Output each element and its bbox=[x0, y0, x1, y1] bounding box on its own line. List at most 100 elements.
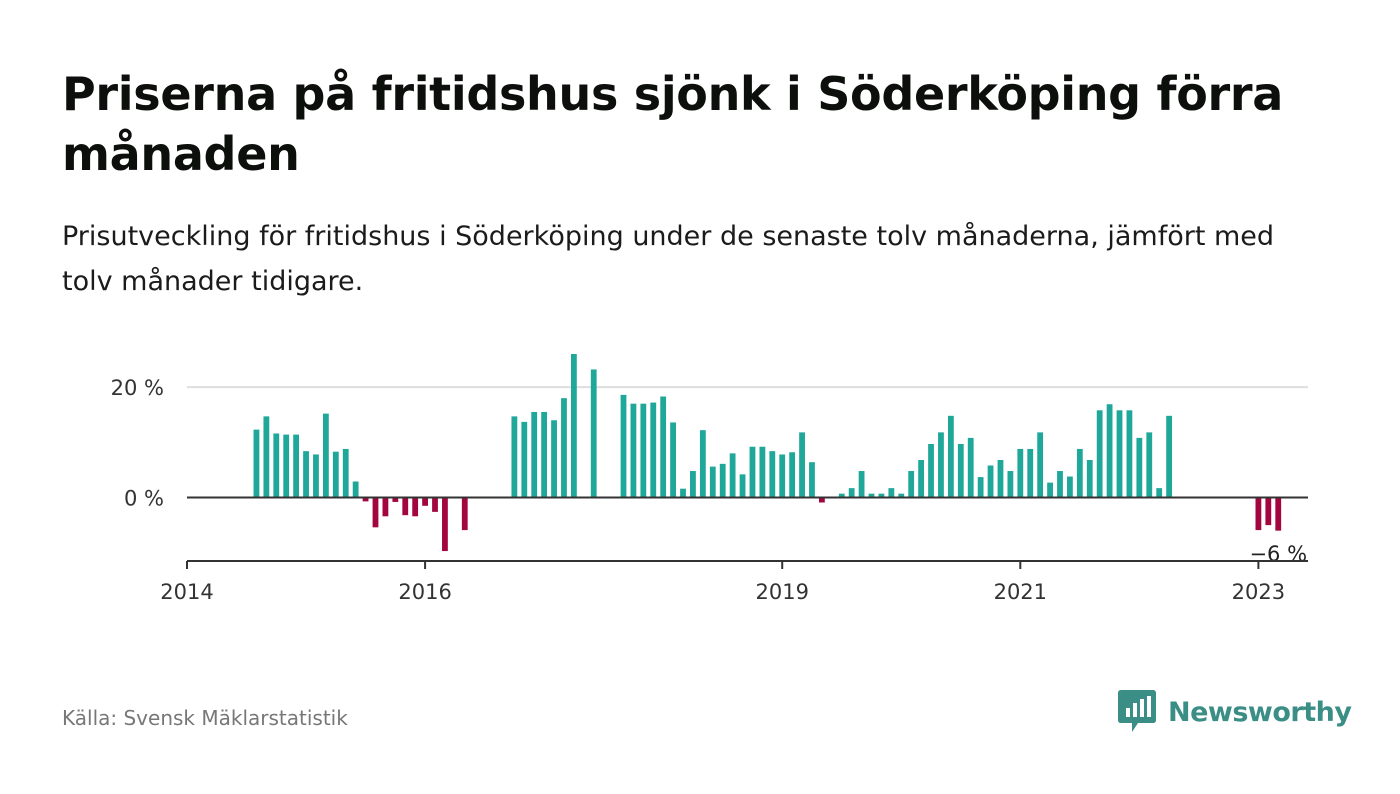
x-tick-label: 2014 bbox=[160, 580, 213, 604]
bar bbox=[511, 416, 518, 498]
bar bbox=[620, 394, 627, 498]
bar bbox=[947, 415, 954, 498]
bar bbox=[997, 459, 1004, 498]
chart-subtitle: Prisutveckling för fritidshus i Söderköp… bbox=[62, 221, 1275, 297]
bar bbox=[799, 432, 805, 498]
bar bbox=[967, 437, 974, 498]
bar bbox=[412, 497, 419, 517]
bar bbox=[868, 493, 875, 498]
bar bbox=[819, 497, 825, 503]
bar bbox=[1007, 471, 1014, 498]
bar bbox=[1166, 415, 1173, 498]
bar bbox=[928, 443, 934, 498]
bar bbox=[918, 459, 925, 498]
bar bbox=[729, 453, 736, 498]
source-note: Källa: Svensk Mäklarstatistik bbox=[62, 706, 348, 730]
bar bbox=[779, 454, 786, 498]
bar bbox=[352, 481, 359, 498]
bar bbox=[1086, 459, 1093, 498]
x-tick-label: 2023 bbox=[1232, 580, 1285, 604]
bar bbox=[372, 497, 379, 528]
brand-logo: Newsworthy bbox=[1118, 690, 1352, 734]
bar bbox=[630, 403, 637, 498]
bar bbox=[432, 497, 438, 512]
bar bbox=[1057, 471, 1063, 498]
x-tick-label: 2021 bbox=[994, 580, 1047, 604]
bar bbox=[1126, 410, 1133, 498]
bar bbox=[670, 422, 676, 498]
bar bbox=[680, 488, 686, 498]
bar bbox=[313, 454, 319, 498]
bar bbox=[938, 432, 944, 498]
price-change-chart: 0 %20 %−6 %2014 2016 2019 2021 2023 bbox=[111, 354, 1313, 604]
bar bbox=[342, 448, 349, 498]
bar bbox=[1146, 432, 1153, 498]
bar bbox=[719, 463, 726, 498]
bar bbox=[322, 413, 329, 498]
bar bbox=[1067, 476, 1073, 498]
bar bbox=[521, 421, 528, 498]
bar bbox=[1116, 410, 1123, 498]
bar bbox=[1106, 404, 1113, 498]
x-tick-label: 2019 bbox=[755, 580, 808, 604]
bar bbox=[590, 369, 597, 498]
bar bbox=[570, 354, 577, 498]
bar bbox=[1076, 448, 1083, 498]
bar bbox=[461, 497, 468, 531]
bar bbox=[253, 429, 260, 498]
bar bbox=[838, 493, 845, 498]
bar bbox=[848, 488, 855, 498]
bar bbox=[739, 474, 746, 498]
bar bbox=[878, 493, 885, 498]
bar bbox=[531, 411, 538, 498]
bar bbox=[690, 471, 696, 498]
bar bbox=[551, 420, 557, 498]
annotation-background bbox=[1244, 535, 1313, 561]
bar bbox=[561, 398, 567, 498]
bar bbox=[1047, 482, 1053, 498]
bar bbox=[987, 465, 994, 498]
bar bbox=[293, 434, 300, 498]
bar bbox=[1027, 448, 1034, 498]
bar-chart-speech-bubble-icon bbox=[1118, 690, 1156, 732]
bar bbox=[650, 402, 657, 498]
y-tick-label: 20 % bbox=[111, 376, 164, 400]
bar-layer bbox=[253, 354, 1282, 552]
bar bbox=[1255, 497, 1262, 531]
bar bbox=[362, 497, 369, 502]
bar bbox=[640, 403, 647, 498]
bar bbox=[422, 497, 428, 506]
bar bbox=[660, 396, 667, 498]
bar bbox=[977, 477, 984, 498]
y-tick-label: 0 % bbox=[124, 487, 164, 511]
bar bbox=[898, 493, 905, 498]
bar bbox=[789, 452, 796, 498]
axis-layer: 0 %20 %−6 %2014 2016 2019 2021 2023 bbox=[111, 376, 1313, 604]
bar bbox=[1096, 410, 1103, 498]
bar bbox=[303, 451, 309, 498]
bar bbox=[709, 466, 716, 498]
bar bbox=[769, 451, 776, 498]
bar bbox=[749, 446, 756, 498]
bar bbox=[1037, 432, 1044, 498]
bar bbox=[1017, 448, 1024, 498]
bar bbox=[1265, 497, 1272, 526]
bar bbox=[809, 462, 815, 498]
bar bbox=[1136, 437, 1143, 498]
bar bbox=[392, 497, 399, 502]
bar bbox=[1156, 488, 1163, 498]
bar bbox=[957, 443, 964, 498]
bar bbox=[442, 497, 448, 552]
bar bbox=[541, 411, 548, 498]
bar bbox=[699, 430, 706, 498]
x-tick-label: 2016 bbox=[398, 580, 451, 604]
bar bbox=[908, 471, 915, 498]
bar bbox=[332, 451, 339, 498]
bar bbox=[382, 497, 389, 517]
bar bbox=[263, 416, 270, 498]
bar bbox=[283, 434, 290, 498]
bar bbox=[858, 471, 865, 498]
bar bbox=[888, 488, 895, 498]
chart-title: Priserna på fritidshus sjönk i Söderköpi… bbox=[62, 67, 1284, 181]
bar bbox=[273, 433, 280, 498]
